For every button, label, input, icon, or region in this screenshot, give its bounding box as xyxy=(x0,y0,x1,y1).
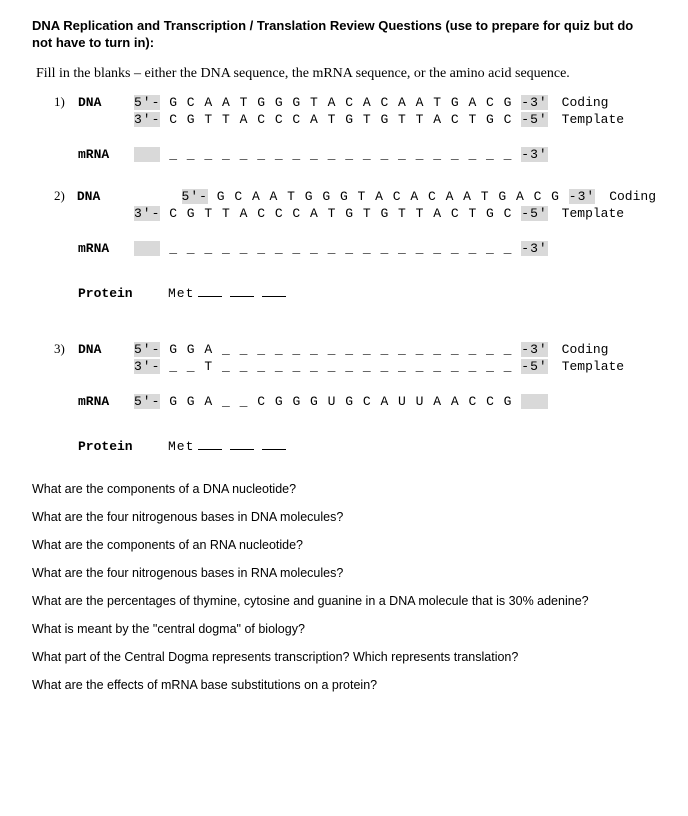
problem-3: 3) DNA 5'- G G A _ _ _ _ _ _ _ _ _ _ _ _… xyxy=(54,341,656,458)
question-2: What are the four nitrogenous bases in D… xyxy=(32,510,656,524)
problem-3-number: 3) xyxy=(54,341,78,357)
question-5: What are the percentages of thymine, cyt… xyxy=(32,594,656,608)
dna-label: DNA xyxy=(77,189,130,204)
template-sequence: C G T T A C C C A T G T G T T A C T G C xyxy=(160,206,521,221)
protein-label: Protein xyxy=(78,439,168,454)
page: DNA Replication and Transcription / Tran… xyxy=(0,0,688,724)
coding-3prime: -3' xyxy=(521,342,547,357)
template-word: Template xyxy=(562,112,624,127)
mrna-3prime: -3' xyxy=(521,147,547,162)
question-6: What is meant by the "central dogma" of … xyxy=(32,622,656,636)
coding-sequence: G C A A T G G G T A C A C A A T G A C G xyxy=(208,189,569,204)
coding-sequence: G C A A T G G G T A C A C A A T G A C G xyxy=(160,95,521,110)
questions-list: What are the components of a DNA nucleot… xyxy=(32,482,656,692)
template-3prime: 3'- xyxy=(134,112,160,127)
template-sequence: C G T T A C C C A T G T G T T A C T G C xyxy=(160,112,521,127)
problem-1: 1) DNA 5'- G C A A T G G G T A C A C A A… xyxy=(54,94,656,162)
template-word: Template xyxy=(562,206,624,221)
problem-2: 2) DNA 5'- G C A A T G G G T A C A C A A… xyxy=(54,188,656,305)
coding-start: G G A xyxy=(160,342,222,357)
template-5prime: -5' xyxy=(521,359,547,374)
question-1: What are the components of a DNA nucleot… xyxy=(32,482,656,496)
coding-3prime: -3' xyxy=(521,95,547,110)
template-blanks: _ _ _ _ _ _ _ _ _ _ _ _ _ _ _ _ _ xyxy=(213,359,521,374)
protein-blank xyxy=(230,296,254,297)
coding-5prime: 5'- xyxy=(134,342,160,357)
protein-met: Met xyxy=(168,439,194,454)
coding-5prime: 5'- xyxy=(182,189,208,204)
coding-blanks: _ _ _ _ _ _ _ _ _ _ _ _ _ _ _ _ _ xyxy=(222,342,521,357)
question-8: What are the effects of mRNA base substi… xyxy=(32,678,656,692)
mrna-3prime: -3' xyxy=(521,241,547,256)
template-pre: _ _ xyxy=(160,359,204,374)
template-T: T xyxy=(204,359,213,374)
protein-blank xyxy=(230,449,254,450)
mrna-sequence: C G G G U G C A U U A A C C G xyxy=(257,394,521,409)
mrna-start-box xyxy=(134,147,160,162)
template-3prime: 3'- xyxy=(134,359,160,374)
mrna-5prime: 5'- xyxy=(134,394,160,409)
mrna-start-box xyxy=(134,241,160,256)
mrna-label: mRNA xyxy=(78,394,134,409)
protein-blank xyxy=(262,296,286,297)
protein-met: Met xyxy=(168,286,194,301)
template-word: Template xyxy=(562,359,624,374)
mrna-start: G G A xyxy=(160,394,222,409)
protein-blank xyxy=(198,449,222,450)
protein-label: Protein xyxy=(78,286,168,301)
problem-1-number: 1) xyxy=(54,94,78,110)
mrna-end-box xyxy=(521,394,547,409)
coding-3prime: -3' xyxy=(569,189,595,204)
page-title: DNA Replication and Transcription / Tran… xyxy=(32,18,656,52)
mrna-label: mRNA xyxy=(78,147,134,162)
template-5prime: -5' xyxy=(521,206,547,221)
template-3prime: 3'- xyxy=(134,206,160,221)
template-5prime: -5' xyxy=(521,112,547,127)
mrna-blanks: _ _ _ _ _ _ _ _ _ _ _ _ _ _ _ _ _ _ _ _ xyxy=(160,147,521,162)
protein-blank xyxy=(198,296,222,297)
instructions: Fill in the blanks – either the DNA sequ… xyxy=(36,66,656,82)
problem-2-number: 2) xyxy=(54,188,77,204)
mrna-gap: _ _ xyxy=(222,394,257,409)
dna-label: DNA xyxy=(78,342,134,357)
mrna-label: mRNA xyxy=(78,241,134,256)
question-4: What are the four nitrogenous bases in R… xyxy=(32,566,656,580)
coding-word: Coding xyxy=(562,95,609,110)
mrna-blanks: _ _ _ _ _ _ _ _ _ _ _ _ _ _ _ _ _ _ _ _ xyxy=(160,241,521,256)
question-7: What part of the Central Dogma represent… xyxy=(32,650,656,664)
coding-word: Coding xyxy=(609,189,656,204)
coding-word: Coding xyxy=(562,342,609,357)
coding-5prime: 5'- xyxy=(134,95,160,110)
dna-label: DNA xyxy=(78,95,134,110)
question-3: What are the components of an RNA nucleo… xyxy=(32,538,656,552)
protein-blank xyxy=(262,449,286,450)
